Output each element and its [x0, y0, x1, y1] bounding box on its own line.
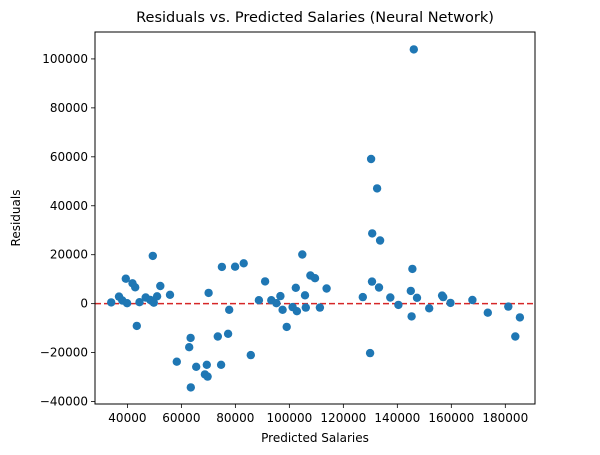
- data-point: [292, 307, 302, 316]
- data-point: [367, 277, 377, 286]
- data-point: [121, 274, 130, 283]
- data-point: [394, 300, 403, 310]
- data-point: [225, 305, 234, 314]
- x-tick-label: 80000: [216, 411, 254, 425]
- data-point: [135, 298, 144, 307]
- data-point: [276, 291, 285, 301]
- data-point: [186, 383, 195, 392]
- data-point: [239, 259, 248, 268]
- y-tick-label: 60000: [50, 150, 88, 164]
- data-point: [204, 288, 213, 298]
- data-point: [407, 312, 416, 321]
- x-tick-label: 160000: [428, 411, 474, 425]
- data-point: [213, 332, 222, 341]
- data-point: [172, 357, 181, 366]
- data-point: [511, 332, 520, 341]
- data-point: [246, 350, 255, 360]
- data-point: [372, 184, 382, 193]
- y-tick-label: −20000: [40, 346, 88, 360]
- chart-title: Residuals vs. Predicted Salaries (Neural…: [136, 10, 494, 26]
- y-tick-label: 100000: [42, 52, 88, 66]
- x-tick-label: 100000: [266, 411, 312, 425]
- y-axis: −40000 −20000 0 20000 40000 60000 80000 100000: [40, 52, 95, 409]
- data-point: [515, 313, 525, 322]
- data-point: [107, 298, 116, 307]
- data-point: [278, 305, 287, 314]
- data-point: [149, 298, 158, 307]
- y-tick-label: 20000: [50, 248, 88, 262]
- data-point: [230, 262, 240, 271]
- data-point: [446, 298, 455, 308]
- data-point: [272, 299, 281, 308]
- data-point: [132, 321, 141, 331]
- x-axis: 40000 60000 80000 100000 120000 140000 160000 1…: [108, 404, 528, 425]
- y-tick-label: 0: [80, 297, 88, 311]
- data-point: [148, 251, 157, 261]
- data-point: [152, 292, 162, 301]
- data-point: [301, 303, 310, 312]
- data-point: [300, 291, 310, 300]
- x-tick-label: 60000: [162, 411, 200, 425]
- data-point: [298, 250, 307, 259]
- data-point: [358, 292, 367, 302]
- data-point: [365, 348, 375, 358]
- data-point: [185, 343, 194, 352]
- plot-area: [94, 31, 536, 405]
- data-point: [386, 293, 395, 302]
- data-point: [131, 283, 140, 292]
- data-point: [366, 154, 376, 164]
- data-point: [408, 264, 417, 274]
- data-point: [254, 296, 264, 305]
- data-point: [374, 283, 384, 292]
- data-point: [322, 284, 331, 293]
- data-point: [217, 262, 227, 272]
- data-point: [202, 360, 211, 369]
- data-point: [282, 322, 291, 332]
- x-tick-label: 180000: [482, 411, 528, 425]
- data-points: [107, 45, 525, 392]
- data-point: [192, 362, 201, 371]
- data-point: [483, 308, 492, 317]
- data-point: [223, 329, 233, 338]
- data-point: [310, 274, 320, 283]
- x-tick-label: 140000: [374, 411, 420, 425]
- y-tick-label: 40000: [50, 199, 88, 213]
- data-point: [468, 295, 477, 305]
- y-axis-label: Residuals: [9, 190, 23, 247]
- x-tick-label: 120000: [320, 411, 366, 425]
- data-point: [412, 293, 422, 302]
- data-point: [375, 236, 385, 245]
- x-tick-label: 40000: [108, 411, 146, 425]
- plot-background: [95, 32, 535, 404]
- data-point: [156, 281, 165, 291]
- data-point: [439, 292, 448, 302]
- data-point: [368, 229, 377, 238]
- data-point: [122, 299, 132, 308]
- data-point: [409, 45, 418, 54]
- data-point: [406, 286, 415, 296]
- data-point: [203, 372, 212, 381]
- data-point: [216, 360, 226, 369]
- data-point: [186, 333, 195, 343]
- plot-frame: [94, 31, 536, 405]
- y-tick-label: −40000: [40, 395, 88, 409]
- y-tick-label: 80000: [50, 101, 88, 115]
- data-point: [260, 277, 270, 286]
- data-point: [315, 303, 325, 312]
- data-point: [504, 302, 513, 311]
- data-point: [165, 290, 175, 299]
- data-point: [425, 304, 434, 313]
- data-point: [291, 283, 300, 292]
- x-axis-label: Predicted Salaries: [261, 431, 369, 445]
